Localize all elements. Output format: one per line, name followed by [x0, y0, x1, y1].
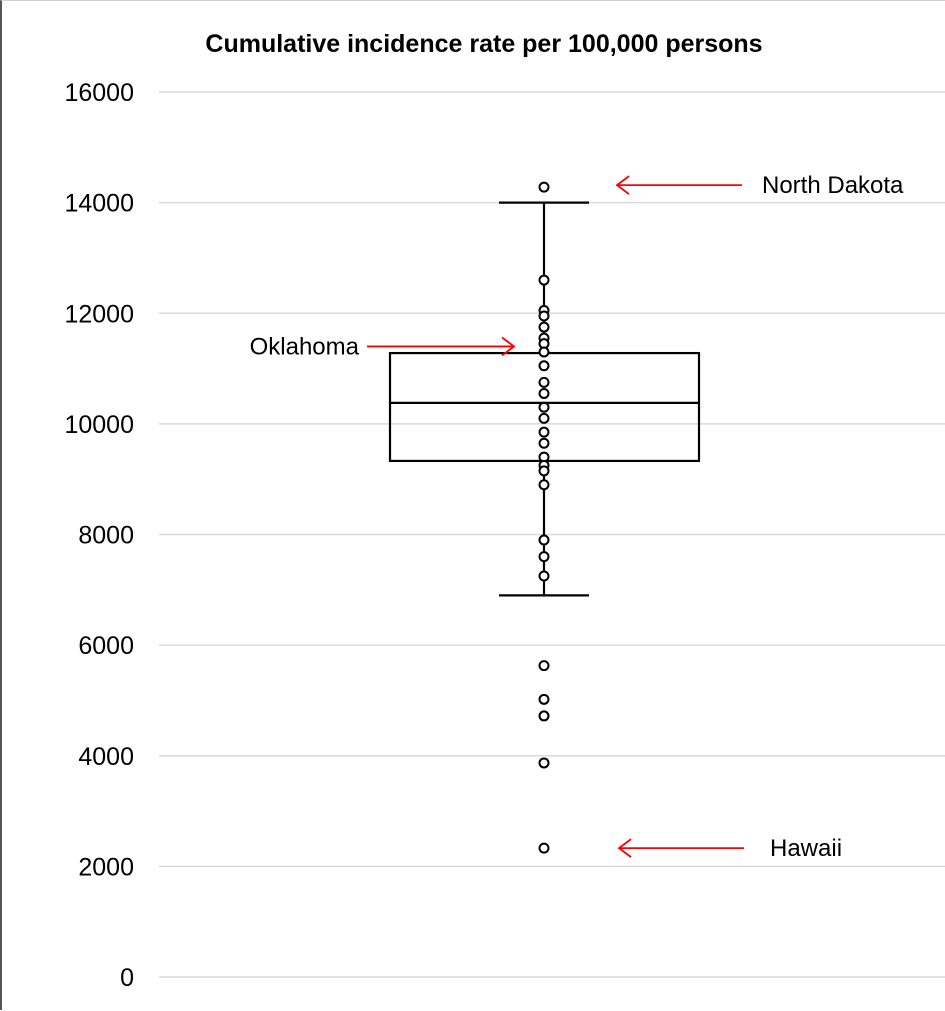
data-point	[538, 321, 550, 333]
y-tick-label: 2000	[78, 853, 134, 881]
data-point	[538, 479, 550, 491]
data-point	[538, 534, 550, 546]
data-point	[538, 551, 550, 563]
annotation-label: North Dakota	[762, 172, 904, 199]
y-tick-label: 8000	[78, 522, 134, 550]
data-point	[538, 437, 550, 449]
data-points	[538, 181, 550, 854]
annotations: North Dakota Oklahoma Hawaii	[250, 172, 904, 862]
y-tick-label: 0	[120, 964, 134, 992]
data-point	[538, 710, 550, 722]
chart-title: Cumulative incidence rate per 100,000 pe…	[205, 30, 762, 58]
annotation-label: Hawaii	[770, 835, 842, 862]
y-tick-label: 10000	[64, 411, 134, 439]
annotation-arrow-head	[617, 838, 632, 858]
data-point	[538, 842, 550, 854]
data-point	[538, 360, 550, 372]
y-tick-label: 6000	[78, 632, 134, 660]
annotation-label: Oklahoma	[250, 333, 360, 360]
annotation-arrow-head	[501, 336, 516, 357]
data-point	[538, 412, 550, 424]
data-point	[538, 426, 550, 438]
y-tick-label: 4000	[78, 743, 134, 771]
y-tick-label: 14000	[64, 190, 134, 218]
data-point	[538, 376, 550, 388]
annotation-arrow-head	[615, 175, 630, 195]
data-point	[538, 401, 550, 413]
data-point	[538, 274, 550, 286]
y-axis-tick-labels: 0 2000 4000 6000 8000 10000 12000 14000 16000	[64, 79, 134, 992]
data-point	[538, 387, 550, 399]
data-point	[538, 310, 550, 322]
data-point	[538, 181, 550, 193]
data-point	[538, 570, 550, 582]
data-point	[538, 346, 550, 358]
y-tick-label: 16000	[64, 79, 134, 107]
data-point	[538, 465, 550, 477]
data-point	[538, 660, 550, 672]
grid-lines	[159, 91, 945, 978]
y-tick-label: 12000	[64, 300, 134, 328]
data-point	[538, 693, 550, 705]
data-point	[538, 757, 550, 769]
